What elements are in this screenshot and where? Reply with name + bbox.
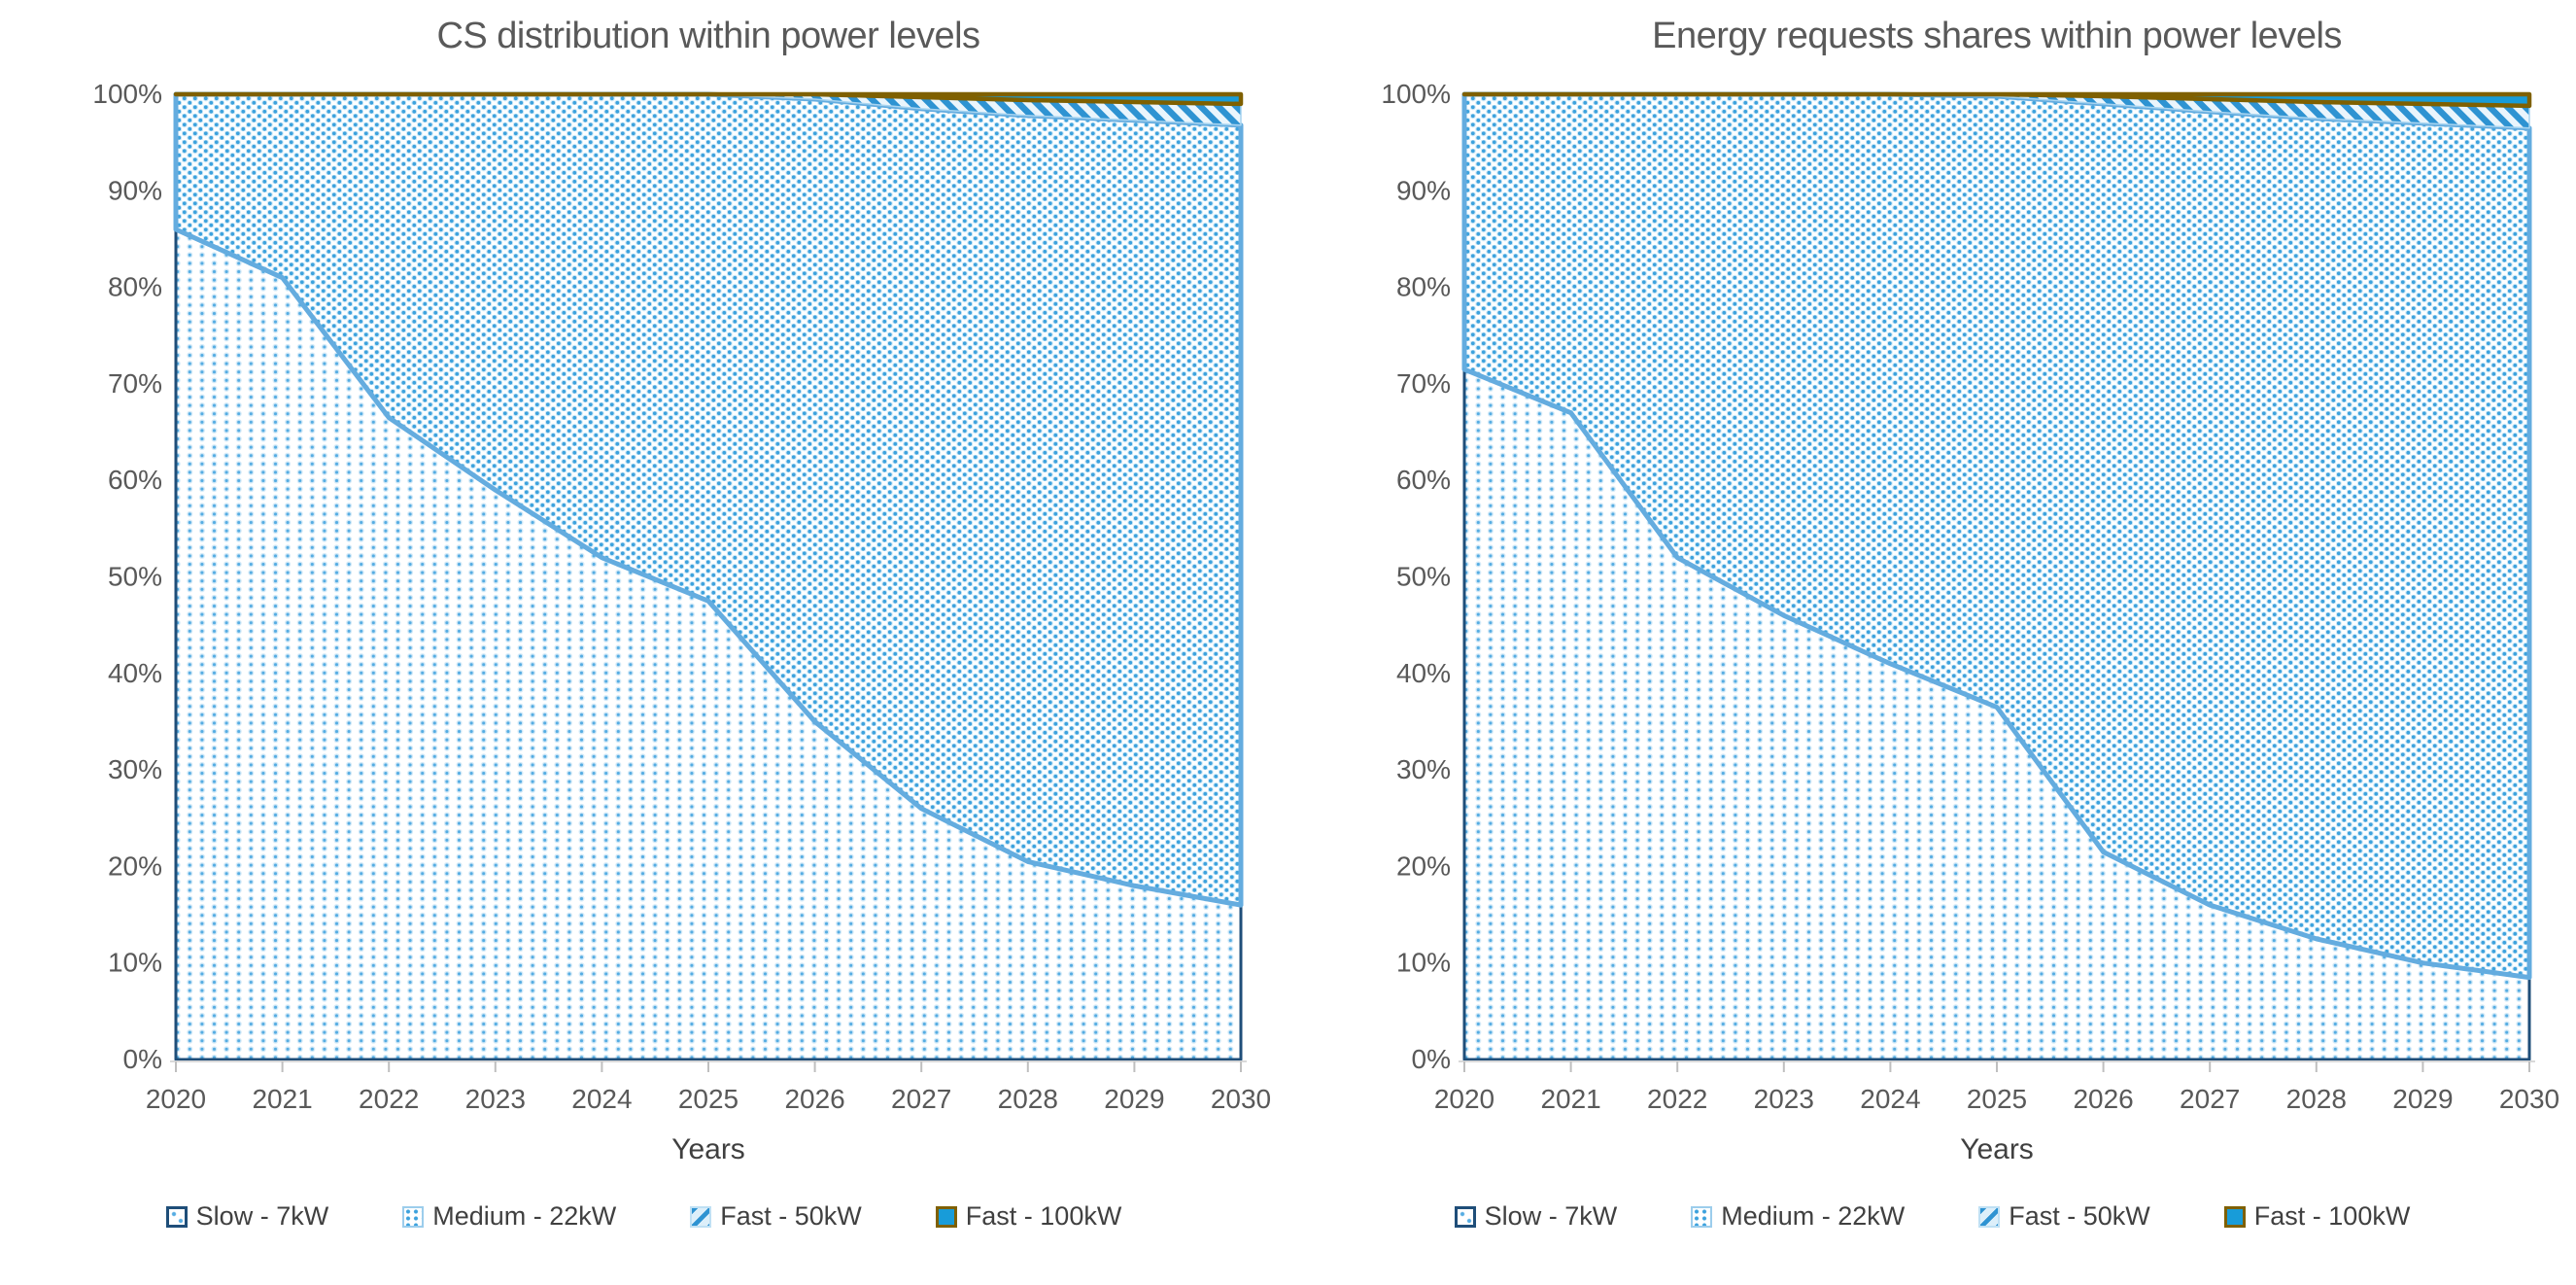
fast-50kw-swatch-icon <box>690 1205 712 1228</box>
legend: Slow - 7kW Medium - 22kW Fast - 50kW Fas… <box>1288 1201 2576 1232</box>
legend-label: Fast - 100kW <box>965 1201 1122 1231</box>
svg-text:20%: 20% <box>108 851 162 881</box>
svg-text:2028: 2028 <box>998 1084 1058 1114</box>
legend: Slow - 7kW Medium - 22kW Fast - 50kW Fas… <box>0 1201 1288 1232</box>
legend-label: Slow - 7kW <box>195 1201 329 1231</box>
svg-text:60%: 60% <box>1396 465 1451 495</box>
svg-text:0%: 0% <box>123 1044 162 1074</box>
svg-text:10%: 10% <box>108 948 162 978</box>
svg-text:70%: 70% <box>1396 368 1451 399</box>
chart-title: CS distribution within power levels <box>436 16 980 56</box>
legend-label: Fast - 50kW <box>2009 1201 2150 1231</box>
legend-label: Slow - 7kW <box>1484 1201 1618 1231</box>
svg-text:30%: 30% <box>1396 754 1451 784</box>
chart-energy-requests: 2020 2021 2022 2023 2024 2025 2026 2027 2028 2029… <box>1288 0 2576 1285</box>
legend-item-fast-50kw: Fast - 50kW <box>1978 1201 2150 1232</box>
legend-item-slow-7kw: Slow - 7kW <box>1454 1201 1618 1232</box>
svg-text:2024: 2024 <box>571 1084 632 1114</box>
svg-text:0%: 0% <box>1412 1044 1451 1074</box>
svg-text:2020: 2020 <box>1434 1084 1494 1114</box>
svg-text:80%: 80% <box>108 272 162 302</box>
svg-text:2029: 2029 <box>1104 1084 1164 1114</box>
svg-text:2020: 2020 <box>146 1084 206 1114</box>
svg-text:80%: 80% <box>1396 272 1451 302</box>
energy-requests-stacked-area-plot: 2020 2021 2022 2023 2024 2025 2026 2027 2028 2029… <box>1381 79 2559 1114</box>
svg-text:2026: 2026 <box>784 1084 844 1114</box>
svg-text:2030: 2030 <box>1211 1084 1271 1114</box>
svg-text:30%: 30% <box>108 754 162 784</box>
svg-text:2021: 2021 <box>1540 1084 1600 1114</box>
svg-text:2028: 2028 <box>2286 1084 2347 1114</box>
svg-text:2026: 2026 <box>2073 1084 2133 1114</box>
svg-text:100%: 100% <box>1381 79 1451 109</box>
svg-text:2024: 2024 <box>1860 1084 1920 1114</box>
fast-100kw-swatch-icon <box>935 1205 957 1228</box>
svg-text:40%: 40% <box>108 658 162 688</box>
svg-text:90%: 90% <box>1396 175 1451 205</box>
svg-text:100%: 100% <box>92 79 162 109</box>
svg-text:2027: 2027 <box>2180 1084 2240 1114</box>
svg-text:2029: 2029 <box>2392 1084 2453 1114</box>
legend-item-fast-100kw: Fast - 100kW <box>935 1201 1122 1232</box>
legend-label: Fast - 50kW <box>720 1201 862 1231</box>
legend-label: Medium - 22kW <box>1721 1201 1906 1231</box>
svg-text:2030: 2030 <box>2499 1084 2559 1114</box>
svg-text:50%: 50% <box>108 562 162 592</box>
x-axis-title: Years <box>671 1133 745 1165</box>
legend-item-medium-22kw: Medium - 22kW <box>1691 1201 1905 1232</box>
slow-7kw-swatch-icon <box>165 1205 188 1228</box>
legend-label: Fast - 100kW <box>2253 1201 2411 1231</box>
svg-text:2021: 2021 <box>252 1084 312 1114</box>
svg-text:40%: 40% <box>1396 658 1451 688</box>
svg-text:20%: 20% <box>1396 851 1451 881</box>
chart-cs-distribution: 2020 2021 2022 2023 2024 2025 2026 2027 2028 2029… <box>0 16 1288 1232</box>
chart-title: Energy requests shares within power leve… <box>1652 16 2342 56</box>
svg-text:90%: 90% <box>108 175 162 205</box>
svg-text:10%: 10% <box>1396 948 1451 978</box>
svg-text:70%: 70% <box>108 368 162 399</box>
legend-item-slow-7kw: Slow - 7kW <box>165 1201 329 1232</box>
legend-item-fast-50kw: Fast - 50kW <box>690 1201 862 1232</box>
cs-distribution-stacked-area-plot: 2020 2021 2022 2023 2024 2025 2026 2027 2028 2029… <box>92 79 1271 1114</box>
fast-50kw-swatch-icon <box>1978 1205 2001 1228</box>
fast-100kw-swatch-icon <box>2223 1205 2246 1228</box>
svg-text:2022: 2022 <box>1647 1084 1707 1114</box>
svg-text:2025: 2025 <box>1967 1084 2027 1114</box>
legend-item-medium-22kw: Medium - 22kW <box>402 1201 616 1232</box>
medium-22kw-swatch-icon <box>402 1205 425 1228</box>
svg-text:2027: 2027 <box>891 1084 951 1114</box>
slow-7kw-swatch-icon <box>1454 1205 1476 1228</box>
svg-text:2022: 2022 <box>359 1084 419 1114</box>
svg-text:2025: 2025 <box>678 1084 738 1114</box>
svg-text:2023: 2023 <box>1754 1084 1814 1114</box>
legend-label: Medium - 22kW <box>432 1201 617 1231</box>
svg-text:60%: 60% <box>108 465 162 495</box>
x-axis-title: Years <box>1960 1133 2034 1165</box>
svg-text:2023: 2023 <box>465 1084 526 1114</box>
svg-text:50%: 50% <box>1396 562 1451 592</box>
legend-item-fast-100kw: Fast - 100kW <box>2223 1201 2411 1232</box>
medium-22kw-swatch-icon <box>1691 1205 1713 1228</box>
